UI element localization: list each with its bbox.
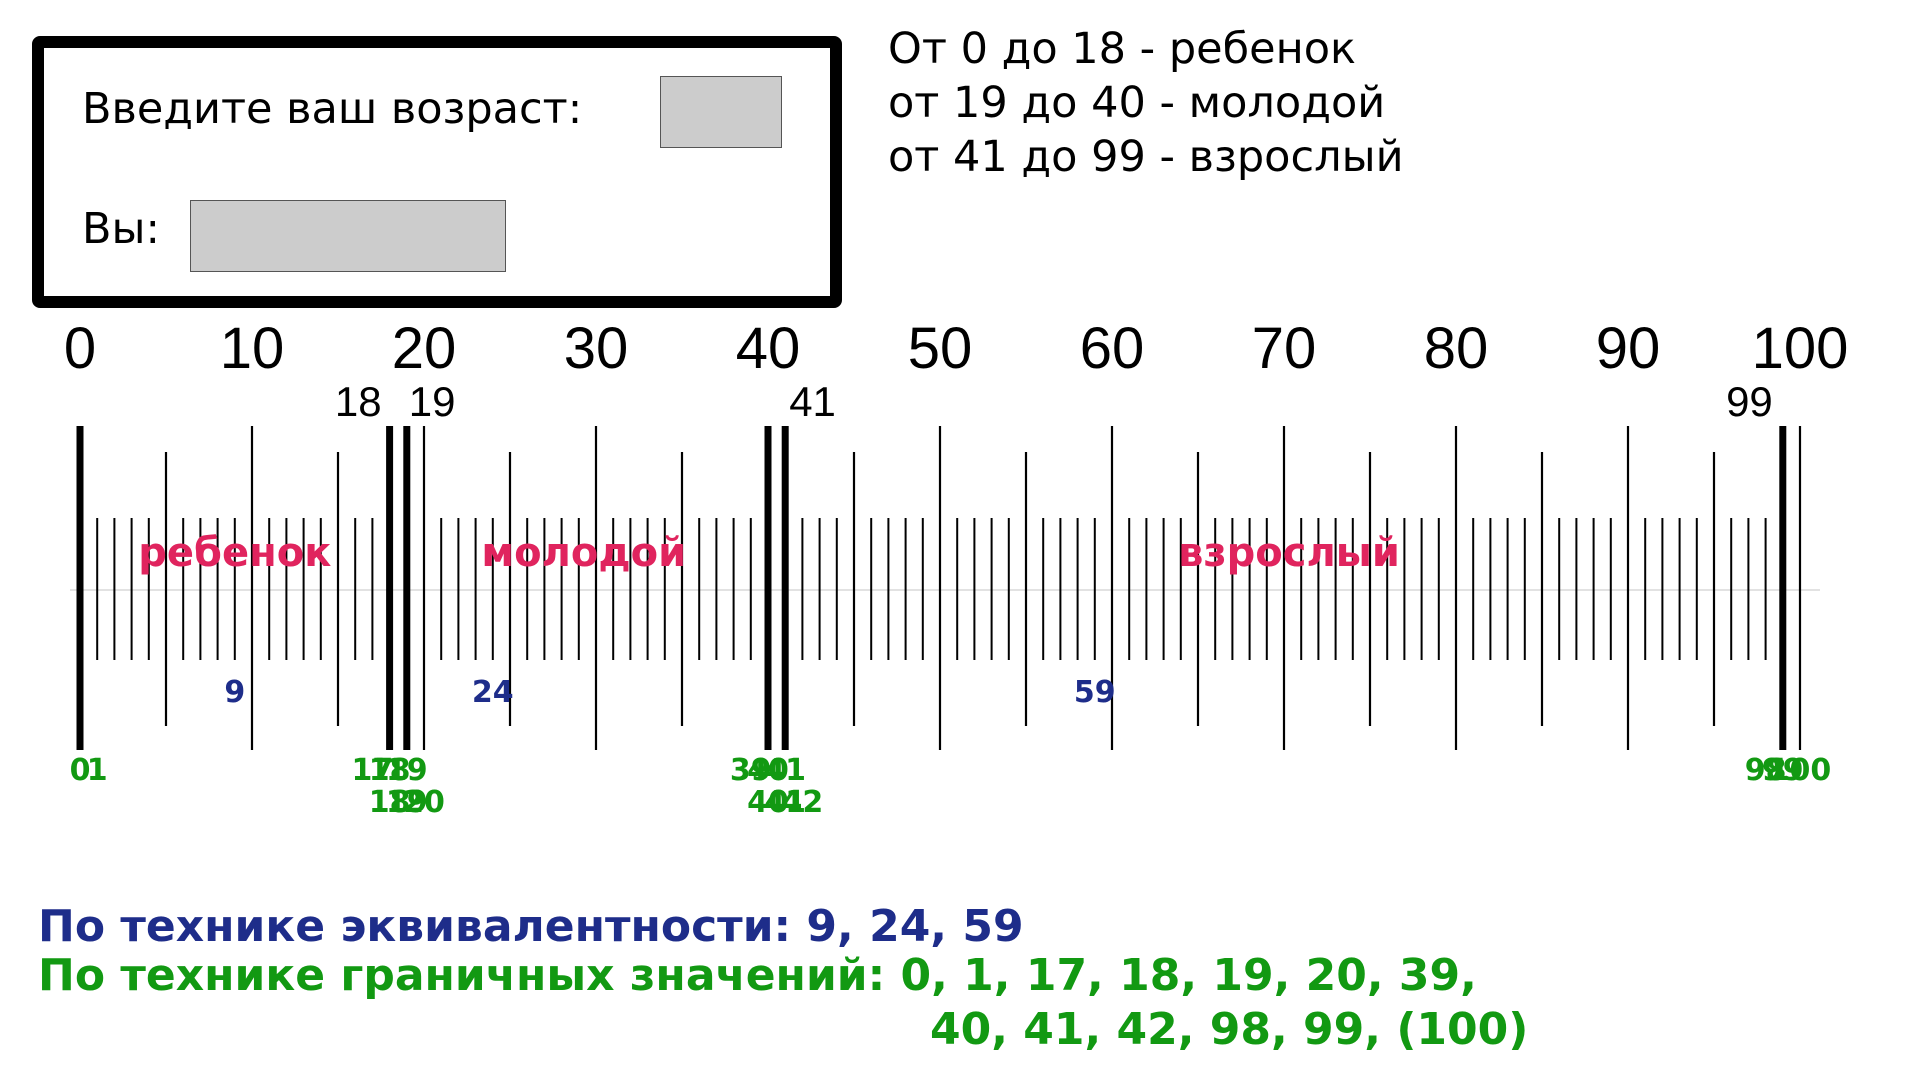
major-label-30: 30 [564,320,629,381]
major-label-20: 20 [392,320,457,381]
major-label-0: 0 [64,320,96,381]
major-label-90: 90 [1596,320,1661,381]
boundary-value-98: 98 [1745,753,1787,788]
major-label-100: 100 [1752,320,1849,381]
rule-adult: от 41 до 99 - взрослый [888,132,1404,182]
class-label-child: ребенок [138,530,331,576]
equivalence-value-24: 24 [472,675,514,710]
boundary-label-41: 41 [789,378,836,425]
age-rules: От 0 до 18 - ребенок от 19 до 40 - молод… [888,22,1404,184]
rule-child: От 0 до 18 - ребенок [888,24,1356,74]
boundary-summary-line2: 40, 41, 42, 98, 99, (100) [930,1004,1529,1055]
equivalence-value-59: 59 [1074,675,1116,710]
major-label-60: 60 [1080,320,1145,381]
boundary-value-row2-42: 42 [782,785,824,820]
boundary-value-0: 0 [70,753,91,788]
boundary-value-row2-40: 40 [747,785,789,820]
result-field[interactable] [190,200,506,272]
boundary-summary-line1: По технике граничных значений: 0, 1, 17,… [38,950,1477,1001]
boundary-value-row2-41: 41 [764,785,806,820]
boundary-value-19: 19 [386,753,428,788]
boundary-label-18: 18 [335,378,382,425]
boundary-value-99: 99 [1762,753,1804,788]
boundary-value-row2-20: 20 [403,785,445,820]
boundary-label-99: 99 [1726,378,1773,425]
age-input[interactable] [660,76,782,148]
boundary-value-39: 39 [730,753,772,788]
equivalence-summary: По технике эквивалентности: 9, 24, 59 [38,901,1024,952]
major-label-40: 40 [736,320,801,381]
age-form: Введите ваш возраст: Вы: [32,36,842,308]
boundary-value-row2-19: 19 [386,785,428,820]
boundary-value-100: 100 [1769,753,1832,788]
result-label: Вы: [82,204,160,254]
boundary-value-41: 41 [764,753,806,788]
age-label: Введите ваш возраст: [82,84,583,134]
major-label-80: 80 [1424,320,1489,381]
boundary-value-1: 1 [87,753,108,788]
major-label-10: 10 [220,320,285,381]
major-label-50: 50 [908,320,973,381]
rule-young: от 19 до 40 - молодой [888,78,1386,128]
boundary-value-40: 40 [747,753,789,788]
equivalence-value-9: 9 [224,675,245,710]
boundary-value-17: 17 [352,753,394,788]
boundary-value-18: 18 [369,753,411,788]
boundary-label-19: 19 [409,378,456,425]
major-label-70: 70 [1252,320,1317,381]
boundary-value-row2-18: 18 [369,785,411,820]
class-label-young: молодой [481,530,686,576]
class-label-adult: взрослый [1178,530,1400,576]
